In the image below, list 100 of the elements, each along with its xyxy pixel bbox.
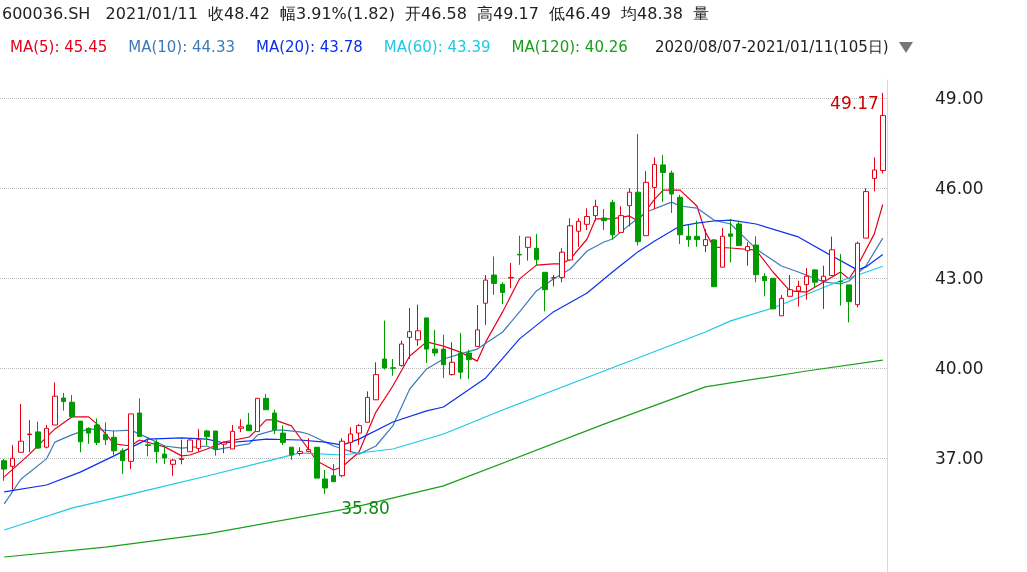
chart-subtitle: 2021/01/11 收48.42 幅3.91%(1.82) 开46.58 高49.17 低46.49 均48.38 量: [104, 4, 709, 23]
candlestick: [441, 334, 446, 379]
text: MA(10): 44.33: [128, 37, 235, 56]
candlestick: [348, 426, 353, 453]
candlestick: [415, 304, 421, 347]
candlestick: [289, 446, 294, 461]
y-tick-label: 37.00: [935, 448, 984, 468]
candlestick: [880, 92, 886, 174]
candlestick: [179, 439, 184, 465]
candlestick: [137, 397, 142, 437]
candlestick: [94, 417, 100, 446]
candlestick: [567, 217, 573, 262]
candlestick: [390, 358, 396, 377]
candlestick: [382, 320, 387, 370]
candlestick: [196, 428, 201, 453]
candlestick: [855, 241, 860, 308]
candlestick: [204, 429, 210, 446]
candlestick: [331, 463, 336, 483]
candlestick: [508, 262, 514, 289]
candlestick: [78, 420, 83, 453]
candlestick: [576, 217, 581, 248]
candlestick: [365, 390, 370, 423]
candlestick: [635, 133, 641, 247]
candlestick: [187, 438, 193, 453]
candlestick: [230, 424, 235, 450]
candlestick: [551, 274, 556, 287]
candlestick: [846, 284, 852, 323]
candlestick: [779, 294, 784, 317]
candlestick: [61, 392, 66, 412]
candlestick: [18, 403, 24, 453]
candlestick: [762, 272, 767, 297]
candlestick: [162, 444, 167, 465]
candlestick: [686, 224, 691, 248]
candlestick: [829, 236, 835, 277]
candlestick: [111, 430, 117, 456]
annotation: 35.80: [341, 498, 390, 518]
candlestick: [128, 413, 134, 470]
text: MA(20): 43.78: [255, 37, 363, 56]
candlestick: [491, 255, 497, 296]
candlestick: [703, 228, 708, 253]
annotation: 49.17: [830, 92, 879, 113]
candlestick: [69, 394, 75, 418]
line-series: [3, 359, 884, 558]
candlestick: [86, 426, 91, 445]
candlestick: [838, 253, 843, 307]
candlestick: [213, 430, 218, 457]
candlestick: [27, 419, 32, 453]
candlestick: [255, 397, 260, 433]
candlestick: [373, 361, 379, 401]
candlestick: [584, 207, 590, 231]
candlestick: [1, 458, 7, 482]
y-tick-label: 49.00: [935, 88, 984, 108]
candlestick: [796, 280, 801, 307]
candlestick: [483, 274, 488, 326]
candlestick: [728, 218, 733, 263]
candlestick: [263, 393, 269, 411]
candlestick: [500, 281, 505, 305]
candlestick: [711, 238, 717, 288]
candlestick: [601, 208, 607, 231]
candlestick: [720, 227, 725, 268]
candlestick: [821, 265, 826, 310]
chart-title: 600036.SH: [2, 4, 91, 23]
candlestick: [610, 199, 615, 241]
text: MA(60): 43.39: [383, 37, 491, 56]
candlestick: [449, 341, 455, 376]
candlestick: [542, 271, 548, 312]
candlestick: [399, 340, 404, 367]
candlestick: [804, 267, 809, 301]
candlestick: [660, 154, 666, 203]
candlestick: [618, 205, 624, 233]
candlestick: [863, 187, 869, 239]
candlestick: [745, 241, 750, 267]
candlestick: [559, 247, 565, 283]
candlestick: [424, 317, 429, 364]
candlestick: [669, 170, 674, 214]
candlestick: [35, 421, 41, 450]
candlestick: [466, 349, 472, 380]
candlestick: [458, 332, 463, 380]
text: MA(120): 40.26: [511, 37, 628, 56]
candlestick: [221, 441, 227, 454]
candlestick: [154, 438, 159, 464]
candlestick: [593, 199, 598, 222]
line-series: [3, 265, 884, 531]
text: MA(5): 45.45: [10, 37, 108, 56]
candlestick: [272, 409, 277, 435]
candlestick: [872, 156, 877, 192]
candlestick: [534, 233, 539, 266]
candlestick: [145, 436, 151, 457]
candlestick: [787, 274, 793, 297]
candlestick: [694, 220, 700, 248]
candlestick: [52, 381, 58, 426]
candlestick: [103, 421, 108, 446]
candlestick: [297, 446, 303, 457]
candlestick: [753, 235, 759, 283]
y-tick-label: 43.00: [935, 268, 984, 288]
candlestick: [314, 446, 320, 479]
candlestick: [238, 418, 244, 433]
text: 2020/08/07-2021/01/11(105日): [655, 38, 889, 56]
candlestick: [432, 329, 438, 357]
candlestick: [356, 423, 362, 446]
